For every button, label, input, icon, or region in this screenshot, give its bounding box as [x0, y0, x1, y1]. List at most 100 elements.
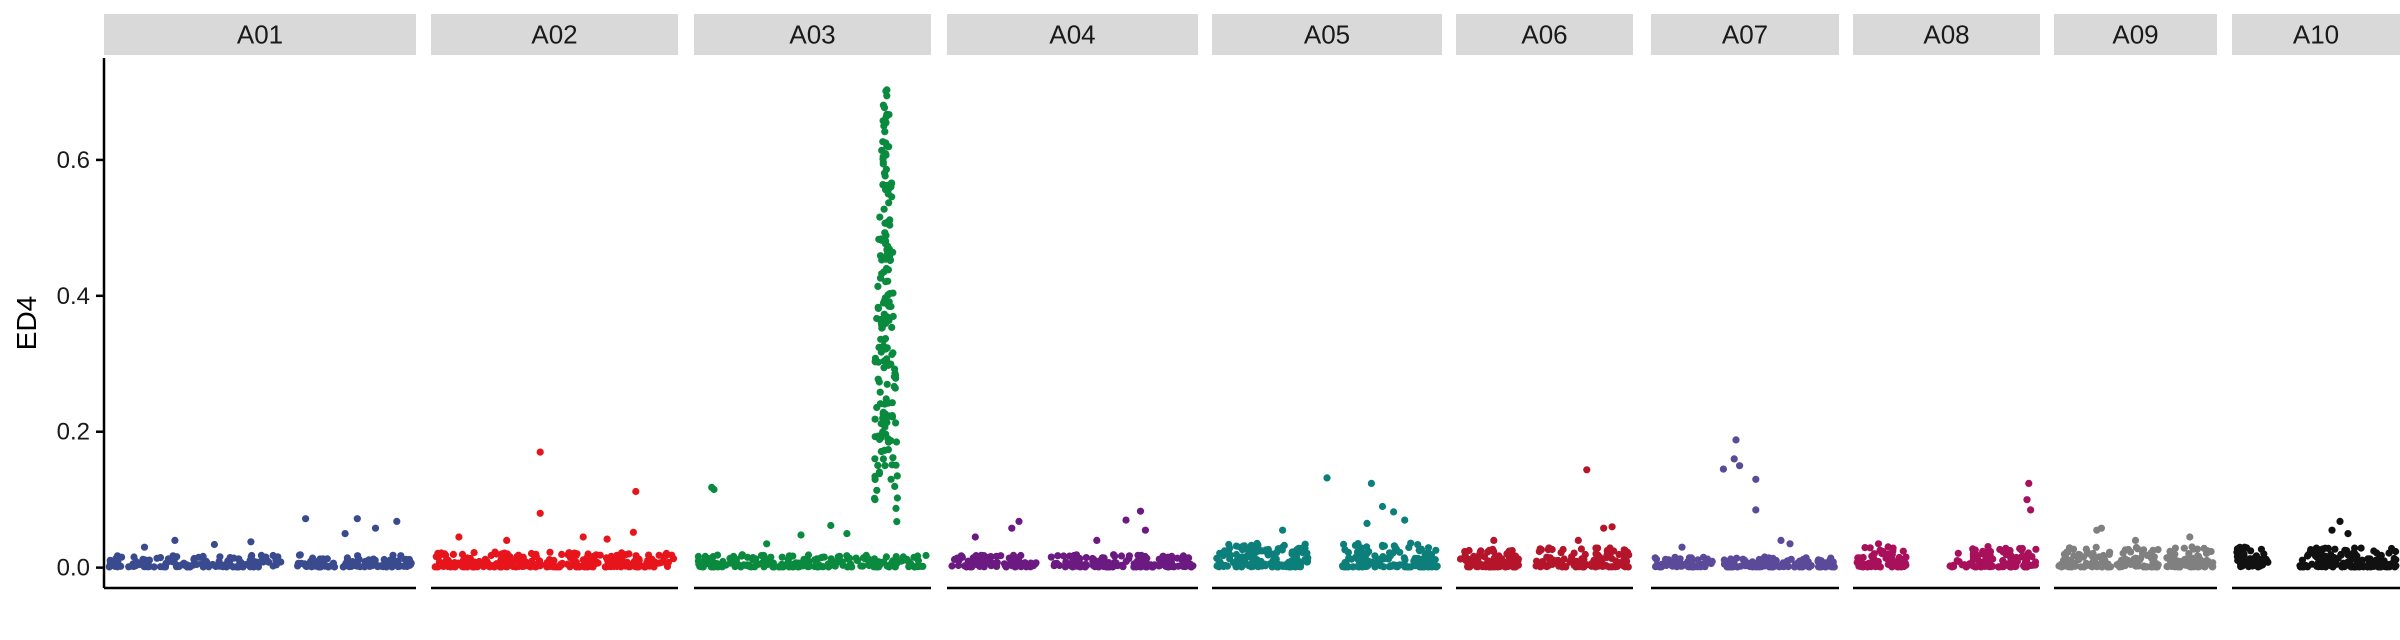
data-point [1736, 462, 1744, 470]
data-point [371, 524, 380, 532]
data-point [1117, 552, 1126, 560]
data-point [1766, 557, 1774, 565]
data-point [846, 554, 854, 562]
data-point [1465, 558, 1473, 567]
data-point [1249, 558, 1257, 566]
data-point [1866, 544, 1874, 552]
data-point [2363, 563, 2372, 571]
data-point [321, 562, 329, 570]
data-point [879, 254, 888, 262]
data-point [1962, 563, 1970, 571]
data-point [246, 563, 254, 571]
data-point [105, 563, 113, 571]
y-tick-label: 0.6 [57, 147, 90, 174]
data-point [1141, 526, 1149, 534]
data-point [893, 494, 902, 502]
data-point [470, 549, 478, 557]
data-point [1688, 557, 1697, 565]
data-point [1279, 526, 1287, 534]
data-point [545, 556, 554, 564]
data-point [1620, 556, 1628, 564]
data-point [2336, 517, 2344, 526]
data-point [2131, 536, 2140, 545]
data-point [526, 563, 535, 571]
data-point [882, 87, 890, 95]
data-point [570, 549, 579, 557]
data-point [2306, 549, 2314, 557]
data-point [249, 557, 257, 565]
data-point [2082, 545, 2090, 553]
facet-strip-label: A03 [789, 20, 835, 50]
data-point [1608, 523, 1616, 531]
data-point [1265, 549, 1273, 557]
data-point [1548, 545, 1556, 554]
data-point [881, 172, 889, 180]
data-point [172, 563, 181, 571]
data-point [1752, 506, 1760, 514]
data-point [864, 555, 873, 563]
data-point [2376, 563, 2384, 571]
data-point [713, 551, 722, 559]
data-point [948, 562, 956, 570]
data-point [891, 365, 899, 373]
data-point [1295, 544, 1303, 552]
data-point [543, 563, 551, 571]
data-point [1504, 561, 1512, 570]
data-point [2355, 563, 2363, 571]
data-point [1859, 563, 1867, 571]
data-point [1999, 562, 2008, 570]
data-point [890, 382, 898, 391]
data-point [2376, 553, 2384, 561]
data-point [876, 274, 885, 282]
data-point [1069, 554, 1077, 562]
data-point [1340, 540, 1348, 549]
data-point [1282, 563, 1290, 571]
data-point [1461, 547, 1469, 556]
data-point [2171, 544, 2179, 552]
data-point [879, 410, 887, 418]
panel-a10: A10 [2232, 14, 2400, 590]
data-point [1602, 561, 1610, 570]
data-point [888, 350, 896, 358]
data-point [532, 550, 540, 558]
data-point [2341, 546, 2349, 555]
data-point [2166, 557, 2174, 565]
data-point [247, 538, 255, 546]
data-point [1536, 545, 1544, 553]
data-point [885, 563, 893, 571]
data-point [1015, 517, 1023, 526]
data-point [1094, 561, 1102, 569]
data-point [874, 282, 882, 290]
data-point [125, 563, 133, 571]
data-point [546, 548, 554, 556]
facet-strip [1853, 14, 2040, 55]
data-point [2187, 562, 2195, 571]
data-point [885, 199, 893, 207]
data-point [1730, 455, 1738, 463]
data-point [1817, 563, 1825, 571]
data-point [1293, 556, 1301, 564]
data-point [1012, 561, 1020, 569]
facet-strip-label: A06 [1521, 20, 1567, 50]
data-point [503, 536, 511, 545]
data-point [662, 549, 671, 558]
facet-strip [2232, 14, 2400, 55]
facet-strip-label: A10 [2293, 20, 2339, 50]
data-point [1076, 554, 1084, 563]
data-point [386, 556, 394, 564]
data-point [1304, 554, 1312, 562]
data-point [142, 559, 150, 567]
data-point [1323, 474, 1331, 482]
data-point [508, 560, 516, 568]
data-point [1658, 563, 1666, 571]
data-point [1574, 536, 1582, 545]
data-point [342, 562, 350, 570]
data-point [431, 563, 439, 571]
y-tick-label: 0.0 [57, 555, 90, 582]
data-point [585, 557, 594, 565]
data-point [1167, 555, 1175, 563]
data-point [169, 552, 177, 560]
data-point [2322, 563, 2330, 571]
data-point [2392, 547, 2400, 556]
data-point [183, 561, 191, 569]
